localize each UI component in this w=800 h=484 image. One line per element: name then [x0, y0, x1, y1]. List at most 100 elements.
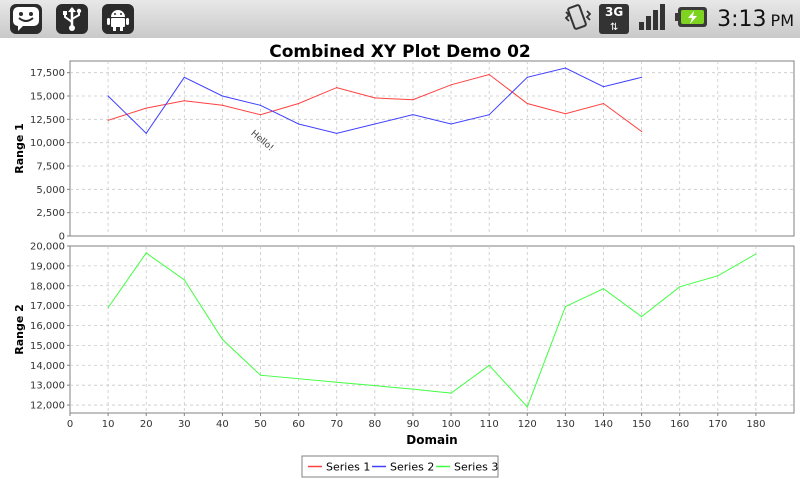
data-point [412, 114, 414, 116]
data-point [183, 76, 185, 78]
data-point [259, 114, 262, 116]
data-point [145, 252, 147, 254]
data-point [374, 97, 376, 99]
data-point [602, 102, 605, 105]
data-point [336, 381, 338, 383]
legend [301, 455, 499, 478]
data-point [450, 84, 452, 86]
data-point [526, 102, 528, 105]
y-tick-label: 10,000 [30, 138, 65, 149]
x-tick-label: 130 [556, 419, 575, 430]
y-axis-label-2: Range 2 [13, 304, 26, 355]
data-point [145, 107, 147, 109]
battery-charging-icon [675, 4, 709, 34]
usb-icon[interactable] [56, 4, 88, 34]
x-tick-label: 160 [670, 419, 689, 430]
data-point [450, 123, 452, 125]
x-tick-label: 50 [254, 419, 267, 430]
x-tick-label: 120 [518, 419, 537, 430]
legend-item-label: Series 2 [390, 461, 434, 474]
chart-panel: Combined XY Plot Demo 02 0 2,500 5,000 7,500… [0, 38, 800, 480]
data-point [336, 132, 338, 134]
data-point [640, 130, 643, 133]
data-point [107, 307, 109, 309]
data-point [564, 113, 566, 115]
y-tick-label: 0 [59, 232, 65, 243]
y-tick-label: 12,000 [30, 401, 65, 412]
x-tick-label: 100 [442, 419, 461, 430]
x-tick-label: 70 [330, 419, 343, 430]
x-tick-label: 80 [368, 419, 381, 430]
notification-face-icon[interactable] [10, 4, 42, 34]
y-axis-label-1: Range 1 [13, 123, 26, 174]
data-point [602, 86, 605, 88]
x-tick-label: 150 [632, 419, 651, 430]
x-tick-label: 140 [594, 419, 613, 430]
y-tick-label: 2,500 [36, 208, 65, 219]
data-point [602, 288, 605, 290]
y-tick-label: 17,500 [30, 68, 65, 79]
y-tick-label: 13,000 [30, 381, 65, 392]
data-point [755, 253, 757, 255]
data-point [221, 95, 224, 97]
legend-item-label: Series 3 [454, 461, 498, 474]
y-tick-label: 15,000 [30, 341, 65, 352]
data-point [564, 67, 566, 69]
legend-item-label: Series 1 [326, 461, 370, 474]
data-point [298, 123, 300, 125]
data-point [412, 388, 414, 390]
x-axis-label: Domain [406, 433, 457, 447]
y-tick-label: 16,000 [30, 321, 65, 332]
x-tick-label: 40 [216, 419, 229, 430]
data-point [183, 279, 185, 281]
signal-icon [637, 2, 667, 36]
y-tick-label: 7,500 [36, 162, 65, 173]
3g-data-icon: 3G ⇅ [599, 4, 630, 34]
plot-area-2 [69, 245, 795, 414]
x-tick-label: 180 [746, 419, 765, 430]
y-tick-label: 14,000 [30, 361, 65, 372]
data-point [336, 87, 338, 89]
data-point [717, 275, 719, 277]
data-point [488, 114, 490, 116]
data-point [259, 374, 262, 376]
y-tick-label: 20,000 [30, 242, 65, 253]
chart-title: Combined XY Plot Demo 02 [269, 42, 531, 62]
x-tick-label: 90 [407, 419, 420, 430]
data-point [564, 306, 566, 308]
x-tick-label: 60 [292, 419, 305, 430]
android-debug-icon[interactable] [102, 4, 134, 34]
data-point [526, 406, 528, 408]
data-point [640, 315, 643, 318]
clock: 3:13 PM [717, 6, 794, 32]
data-point [259, 104, 262, 106]
data-point [488, 364, 490, 366]
x-tick-label: 30 [178, 419, 191, 430]
data-point [221, 338, 224, 341]
plot-area-1 [69, 60, 795, 237]
y-tick-label: 5,000 [36, 185, 65, 196]
data-point [450, 392, 452, 394]
data-point [107, 119, 109, 121]
series-line-series-3 [107, 252, 757, 408]
data-point [107, 95, 109, 97]
data-point [679, 286, 681, 288]
y-tick-label: 12,500 [30, 115, 65, 126]
data-point [221, 104, 224, 106]
data-point [298, 102, 300, 105]
data-point [374, 123, 376, 125]
vibrate-icon [563, 3, 592, 35]
combined-xy-chart: Combined XY Plot Demo 02 0 2,500 5,000 7,500… [13, 42, 795, 478]
data-point [488, 73, 490, 76]
data-point [640, 76, 643, 78]
y-tick-label: 15,000 [30, 92, 65, 103]
data-point [183, 100, 185, 102]
data-point [145, 132, 147, 134]
x-tick-label: 10 [102, 419, 115, 430]
y-tick-label: 19,000 [30, 261, 65, 272]
status-bar: 3G ⇅ 3:13 PM [0, 0, 800, 39]
data-point [526, 76, 528, 78]
data-point [412, 99, 414, 101]
x-tick-label: 0 [67, 419, 73, 430]
x-tick-label: 170 [708, 419, 727, 430]
